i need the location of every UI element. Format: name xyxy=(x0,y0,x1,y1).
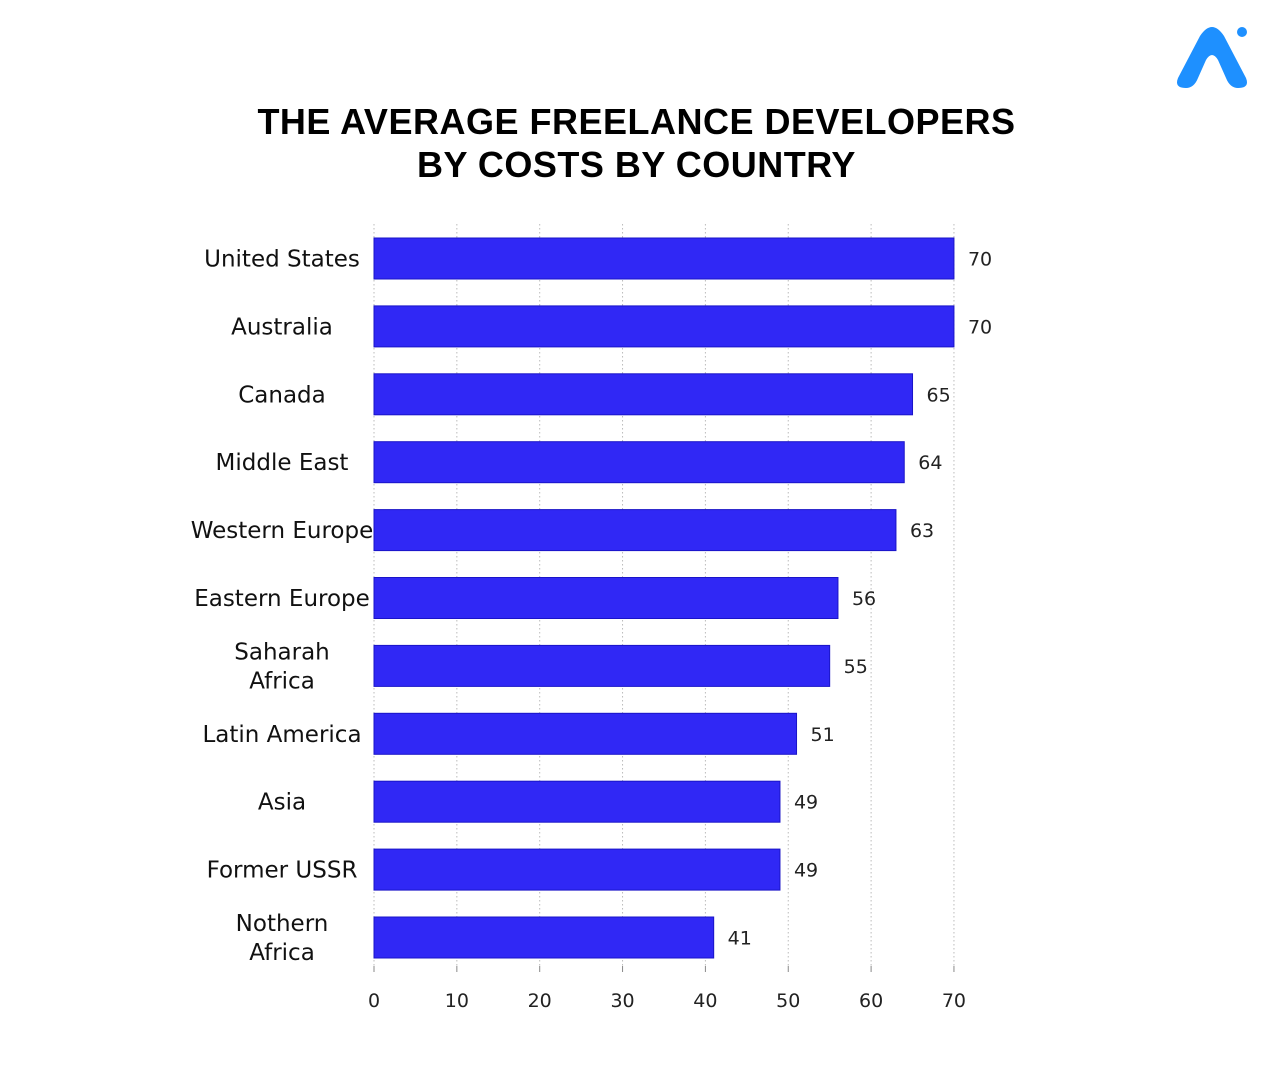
x-tick-label: 40 xyxy=(693,990,717,1012)
bar xyxy=(373,712,798,755)
category-label: Latin America xyxy=(202,722,361,748)
bar xyxy=(373,577,839,619)
chart-title-line-1: THE AVERAGE FREELANCE DEVELOPERS xyxy=(257,101,1016,142)
bar xyxy=(373,780,781,823)
x-tick-label: 0 xyxy=(368,990,380,1012)
chart-title-line-2: BY COSTS BY COUNTRY xyxy=(417,144,856,185)
bar xyxy=(373,373,914,416)
bar xyxy=(373,644,831,687)
data-label: 41 xyxy=(728,928,752,950)
data-label: 56 xyxy=(852,588,876,610)
data-label: 55 xyxy=(844,656,868,678)
x-tick-label: 30 xyxy=(610,990,634,1012)
bar xyxy=(373,916,715,959)
category-label: Africa xyxy=(249,668,315,694)
data-label: 65 xyxy=(927,384,951,406)
data-label: 70 xyxy=(968,316,992,338)
bar xyxy=(373,237,955,280)
x-tick-label: 60 xyxy=(859,990,883,1012)
bar xyxy=(373,305,955,348)
category-label: Africa xyxy=(249,940,315,966)
bar xyxy=(373,509,897,552)
category-label: Canada xyxy=(238,382,326,408)
category-label: Nothern xyxy=(236,911,329,937)
category-label: Middle East xyxy=(216,450,349,476)
data-label: 49 xyxy=(794,792,818,814)
data-label: 64 xyxy=(918,452,942,474)
category-label: United States xyxy=(204,247,360,273)
x-tick-label: 20 xyxy=(528,990,552,1012)
data-label: 49 xyxy=(794,860,818,882)
data-label: 70 xyxy=(968,249,992,271)
x-tick-label: 10 xyxy=(445,990,469,1012)
brand-logo-icon xyxy=(1177,27,1247,88)
x-tick-label: 70 xyxy=(942,990,966,1012)
category-label: Asia xyxy=(258,790,306,816)
category-label: Former USSR xyxy=(207,858,358,884)
x-tick-label: 50 xyxy=(776,990,800,1012)
category-label: Western Europe xyxy=(191,518,374,544)
data-label: 63 xyxy=(910,520,934,542)
bar xyxy=(373,848,781,891)
category-label: Australia xyxy=(231,314,333,340)
chart-title: THE AVERAGE FREELANCE DEVELOPERS BY COST… xyxy=(0,100,1273,186)
category-label: Eastern Europe xyxy=(194,586,370,612)
category-label: Saharah xyxy=(234,639,330,665)
bar xyxy=(373,441,905,484)
data-label: 51 xyxy=(811,724,835,746)
